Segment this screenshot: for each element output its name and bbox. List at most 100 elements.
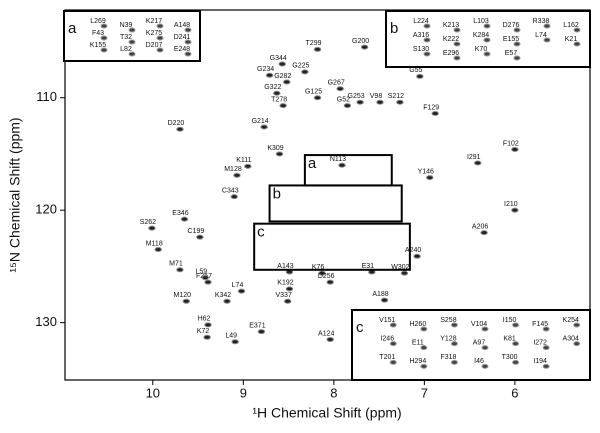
peak-label: S262	[140, 219, 156, 226]
inset-peak-label: T300	[502, 354, 518, 361]
inset-peak	[513, 41, 521, 47]
peak	[257, 329, 266, 335]
inset-peak-label: E296	[443, 50, 459, 57]
inset-peak-label: H260	[409, 321, 426, 328]
peak-label: I210	[504, 201, 518, 208]
inset-peak	[420, 363, 428, 369]
peak-label: F129	[423, 104, 439, 111]
inset-peak	[100, 47, 108, 53]
inset-peak	[100, 23, 108, 29]
peak-label: G55	[409, 67, 422, 74]
peak	[338, 162, 346, 168]
peak	[237, 288, 246, 294]
inset-peak	[420, 345, 428, 351]
inset-peak-label: L269	[90, 18, 106, 25]
peak-label: M120	[174, 292, 192, 299]
inset-peak-label: L82	[120, 46, 132, 53]
inset-peak	[100, 35, 108, 41]
inset-peak-label: E57	[505, 50, 518, 57]
peak-label: F102	[503, 140, 519, 147]
inset-peak-label: E155	[503, 36, 519, 43]
inset-peak-label: L103	[473, 18, 489, 25]
inset-peak	[128, 39, 136, 45]
peak	[223, 298, 231, 304]
peak-label: E346	[172, 210, 188, 217]
inset-peak	[184, 51, 192, 57]
inset-peak-label: L162	[563, 22, 579, 29]
inset-peak	[128, 51, 136, 57]
inset-peak-label: S258	[440, 317, 456, 324]
peak-label: G225	[292, 63, 309, 70]
peak	[154, 247, 162, 253]
peak	[474, 160, 482, 166]
inset-peak	[453, 55, 461, 61]
peak-label: G214	[252, 118, 269, 125]
inset-peak	[573, 341, 581, 347]
y-tick-label: 130	[35, 314, 57, 329]
peak	[196, 234, 204, 240]
inset-peak-label: I150	[503, 317, 517, 324]
peak	[230, 194, 238, 200]
inset-peak-label: F145	[532, 321, 548, 328]
y-tick-label: 110	[36, 89, 57, 104]
inset-peak	[389, 359, 397, 365]
peak-label: A240	[405, 247, 421, 254]
inset-peak	[389, 341, 397, 347]
peak	[180, 216, 189, 222]
inset-peak	[483, 51, 491, 57]
y-axis-label: ¹⁵N Chemical Shift (ppm)	[7, 117, 23, 272]
inset-peak	[542, 326, 550, 332]
peak	[265, 72, 274, 78]
peak	[356, 99, 364, 105]
peak	[283, 79, 291, 85]
y-tick-label: 120	[35, 202, 57, 217]
peak-label: M118	[146, 240, 163, 247]
peak-label: G282	[274, 73, 291, 80]
inset-peak-label: I272	[533, 340, 547, 347]
x-tick-label: 9	[240, 385, 247, 400]
inset-peak-label: F43	[92, 30, 104, 37]
peak-label: K72	[197, 328, 210, 335]
peak	[176, 267, 184, 273]
inset-peak-label: K284	[473, 32, 489, 39]
peak	[318, 270, 326, 276]
peak	[244, 163, 252, 169]
peak-label: G253	[348, 93, 365, 100]
inset-peak	[420, 326, 428, 332]
x-tick-label: 8	[330, 385, 337, 400]
x-tick-label: 6	[511, 385, 518, 400]
inset-peak-label: A316	[413, 32, 429, 39]
peak-label: K111	[236, 157, 251, 164]
peak	[396, 99, 404, 105]
x-tick-label: 7	[421, 385, 428, 400]
inset-peak-label: V151	[379, 317, 395, 324]
inset-peak	[450, 359, 458, 365]
inset-peak	[512, 341, 520, 347]
peak	[313, 95, 322, 101]
zoom-region-label: a	[308, 155, 317, 172]
peak	[148, 225, 156, 231]
peak	[176, 126, 184, 132]
peak	[301, 69, 309, 75]
peak	[413, 253, 421, 259]
zoom-region-label: c	[257, 224, 265, 241]
peak	[480, 230, 488, 236]
peak-label: I291	[467, 154, 481, 161]
inset-peak-label: T32	[120, 34, 132, 41]
peak	[203, 334, 211, 340]
inset-peak-label: K155	[90, 42, 106, 49]
inset-peak	[483, 23, 491, 29]
inset-peak-label: A304	[563, 336, 579, 343]
inset-peak	[184, 27, 192, 33]
inset-peak-label: K213	[443, 22, 459, 29]
peak	[260, 124, 268, 130]
peak-label: M71	[169, 261, 183, 268]
inset-peak	[423, 51, 431, 57]
inset-peak	[573, 322, 581, 328]
inset-peak-label: I194	[533, 358, 547, 365]
inset-peak	[481, 363, 489, 369]
peak-label: G322	[264, 84, 281, 91]
peak-label: L74	[232, 282, 244, 289]
inset-peak	[450, 322, 458, 328]
